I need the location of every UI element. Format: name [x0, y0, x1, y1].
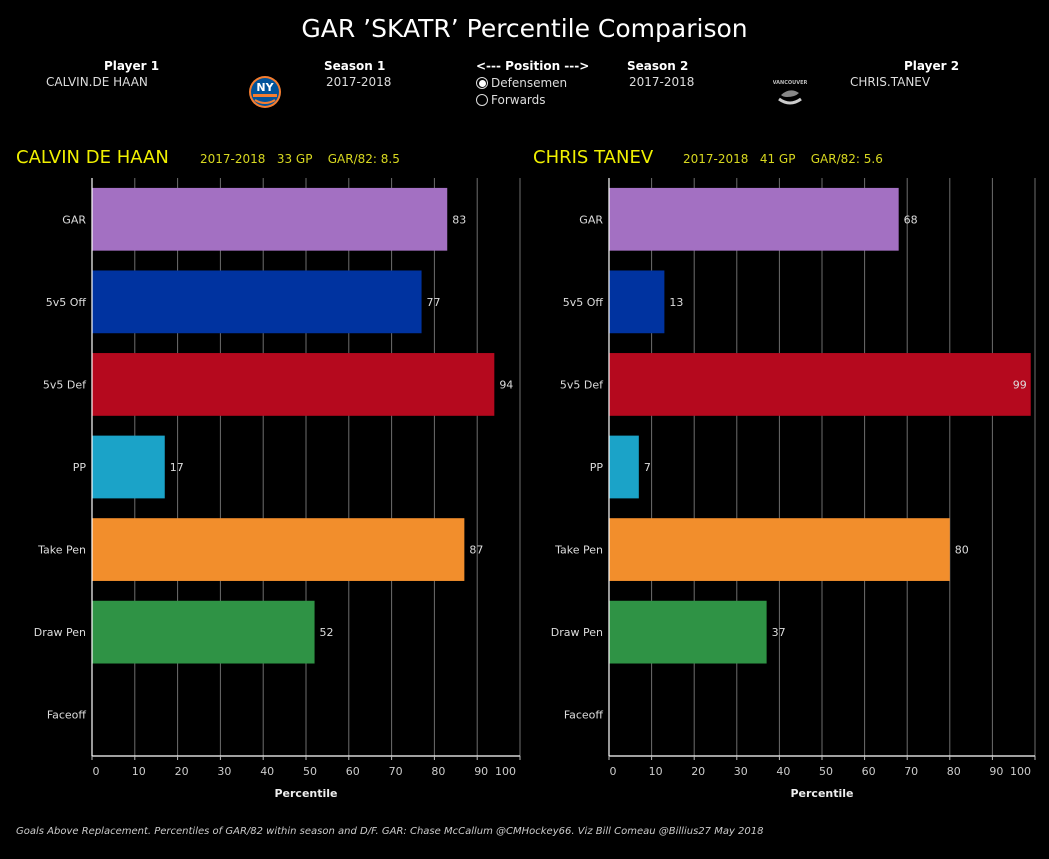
bar-5v5-def[interactable]	[609, 353, 1031, 416]
position-radio-forwards[interactable]: Forwards	[476, 93, 546, 107]
bar-value-label: 13	[669, 296, 683, 309]
player2-selector[interactable]: CHRIS.TANEV	[850, 75, 931, 89]
x-tick-label: 70	[904, 765, 918, 778]
x-tick-label: 30	[734, 765, 748, 778]
category-label: Faceoff	[47, 709, 87, 722]
bar-pp[interactable]	[92, 435, 165, 499]
bar-take-pen[interactable]	[92, 518, 465, 581]
x-tick-label: 60	[862, 765, 876, 778]
position-option-label: Forwards	[491, 93, 546, 107]
player1-label: Player 1	[104, 59, 160, 73]
position-label: <--- Position --->	[476, 59, 590, 73]
svg-text:NY: NY	[256, 81, 274, 94]
islanders-logo-icon: NY	[249, 76, 281, 108]
x-tick-label: 40	[776, 765, 790, 778]
position-radio-defensemen[interactable]: Defensemen	[476, 76, 567, 90]
x-tick-label: 10	[132, 765, 146, 778]
x-tick-label: 10	[649, 765, 663, 778]
x-tick-label: 80	[431, 765, 445, 778]
x-tick-label: 50	[819, 765, 833, 778]
category-label: 5v5 Def	[43, 378, 87, 391]
category-label: Take Pen	[554, 544, 603, 557]
bar-value-label: 77	[427, 296, 441, 309]
category-label: 5v5 Off	[46, 296, 87, 309]
x-tick-label: 30	[217, 765, 231, 778]
category-label: Take Pen	[37, 544, 86, 557]
season2-selector[interactable]: 2017-2018	[629, 75, 695, 89]
bar-take-pen[interactable]	[609, 518, 950, 581]
x-tick-label: 50	[303, 765, 317, 778]
x-tick-label: 0	[93, 765, 100, 778]
category-label: 5v5 Def	[560, 378, 604, 391]
bar-draw-pen[interactable]	[92, 600, 315, 664]
player2-chart-title: CHRIS TANEV	[533, 147, 654, 168]
player2-label: Player 2	[904, 59, 960, 73]
category-label: 5v5 Off	[563, 296, 604, 309]
player2-chart-subtitle: 2017-2018 41 GP GAR/82: 5.6	[683, 152, 883, 166]
x-tick-label: 90	[989, 765, 1003, 778]
bar-gar[interactable]	[92, 187, 448, 251]
radio-unselected-icon[interactable]	[476, 94, 488, 106]
category-label: PP	[73, 461, 87, 474]
bar-value-label: 87	[469, 544, 483, 557]
x-tick-label: 100	[1010, 765, 1031, 778]
canucks-logo-icon: VANCOUVER	[773, 80, 807, 105]
season1-label: Season 1	[324, 59, 386, 73]
category-label: Faceoff	[564, 709, 604, 722]
x-tick-label: 60	[346, 765, 360, 778]
footnote: Goals Above Replacement. Percentiles of …	[16, 826, 764, 837]
bar-value-label: 7	[644, 461, 651, 474]
bar-5v5-off[interactable]	[92, 270, 422, 334]
player1-chart-subtitle: 2017-2018 33 GP GAR/82: 8.5	[200, 152, 400, 166]
x-tick-label: 40	[260, 765, 274, 778]
bar-value-label: 17	[170, 461, 184, 474]
category-label: GAR	[62, 213, 86, 226]
x-tick-label: 20	[691, 765, 705, 778]
season2-label: Season 2	[627, 59, 689, 73]
bar-value-label: 52	[320, 626, 334, 639]
x-tick-label: 90	[474, 765, 488, 778]
category-label: Draw Pen	[551, 626, 603, 639]
bar-5v5-off[interactable]	[609, 270, 665, 334]
category-label: PP	[590, 461, 604, 474]
x-axis-title: Percentile	[790, 787, 853, 800]
bar-value-label: 37	[772, 626, 786, 639]
x-tick-label: 100	[495, 765, 516, 778]
dashboard-title: GAR ’SKATR’ Percentile Comparison	[301, 14, 748, 43]
bar-draw-pen[interactable]	[609, 600, 767, 664]
player1-chart-title: CALVIN DE HAAN	[16, 147, 169, 168]
bar-value-label: 99	[1013, 378, 1027, 391]
player1-selector[interactable]: CALVIN.DE HAAN	[46, 75, 148, 89]
x-tick-label: 0	[610, 765, 617, 778]
bar-gar[interactable]	[609, 187, 899, 251]
radio-selected-icon[interactable]	[476, 77, 488, 89]
season1-selector[interactable]: 2017-2018	[326, 75, 392, 89]
category-label: Draw Pen	[34, 626, 86, 639]
bar-value-label: 83	[452, 213, 466, 226]
bar-value-label: 68	[904, 213, 918, 226]
svg-text:VANCOUVER: VANCOUVER	[773, 80, 807, 86]
x-axis-title: Percentile	[274, 787, 337, 800]
position-option-label: Defensemen	[491, 76, 568, 90]
x-tick-label: 20	[175, 765, 189, 778]
bar-5v5-def[interactable]	[92, 353, 495, 416]
x-tick-label: 80	[947, 765, 961, 778]
bar-pp[interactable]	[609, 435, 639, 499]
bar-value-label: 94	[499, 378, 513, 391]
x-tick-label: 70	[389, 765, 403, 778]
category-label: GAR	[579, 213, 603, 226]
bar-value-label: 80	[955, 544, 969, 557]
